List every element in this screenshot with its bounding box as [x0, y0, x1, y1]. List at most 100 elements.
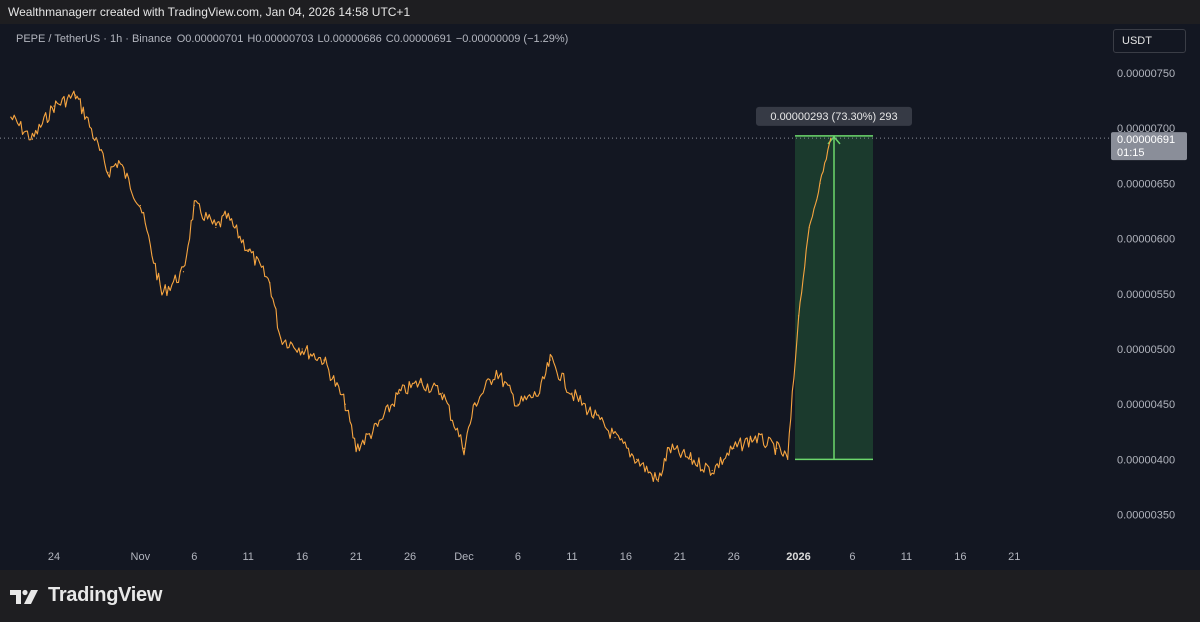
measure-label-box: [756, 106, 912, 126]
price-point: [301, 348, 303, 350]
price-point: [733, 447, 735, 449]
y-tick-label: 0.00000700: [1117, 123, 1175, 135]
price-point: [636, 458, 638, 460]
x-tick-label: 26: [404, 551, 416, 563]
legend-change: −0.00000009 (−1.29%): [456, 33, 569, 45]
x-tick-label: 11: [243, 551, 254, 563]
price-point: [549, 359, 551, 361]
y-tick-label: 0.00000450: [1117, 399, 1175, 411]
price-point: [247, 249, 249, 251]
price-point: [754, 436, 756, 438]
legend-close-label: C: [386, 33, 394, 45]
price-point: [441, 392, 444, 394]
price-point: [668, 447, 670, 449]
price-point: [193, 204, 195, 207]
x-tick-label: 11: [901, 551, 912, 563]
price-point: [830, 137, 832, 139]
price-series: [10, 90, 832, 483]
x-tick-label: 11: [566, 551, 577, 563]
price-point: [279, 337, 282, 339]
price-point: [776, 447, 778, 449]
last-price-box: [1111, 132, 1187, 161]
price-point: [398, 392, 400, 394]
bar-countdown: 01:15: [1117, 147, 1145, 159]
price-chart[interactable]: PEPE / TetherUS · 1h · Binance O0.0000070…: [0, 24, 1200, 570]
legend-high-label: H: [247, 33, 255, 45]
price-point: [85, 116, 87, 118]
legend-low-label: L: [317, 33, 323, 45]
price-line: [10, 90, 832, 483]
last-price-value: 0.00000691: [1117, 134, 1175, 146]
legend-high-value: 0.00000703: [255, 33, 313, 45]
legend-open-value: 0.00000701: [185, 33, 243, 45]
x-tick-label: 21: [350, 551, 362, 563]
y-tick-label: 0.00000500: [1117, 344, 1175, 356]
x-tick-label: 2026: [786, 551, 810, 563]
y-tick-label: 0.00000550: [1117, 289, 1175, 301]
price-point: [53, 105, 55, 107]
price-point: [10, 116, 12, 118]
price-point: [182, 271, 185, 273]
price-point: [269, 282, 271, 284]
price-point: [377, 425, 379, 427]
price-point: [118, 160, 120, 162]
price-point: [711, 469, 713, 472]
price-point: [787, 458, 789, 460]
price-scale-background: [1106, 24, 1200, 570]
legend-open-label: O: [177, 33, 186, 45]
x-tick-label: 6: [515, 551, 521, 563]
price-point: [226, 215, 228, 218]
x-tick-label: Nov: [131, 551, 151, 563]
x-tick-label: 16: [296, 551, 308, 563]
x-tick-label: 6: [191, 551, 197, 563]
x-tick-label: 21: [1008, 551, 1020, 563]
price-point: [107, 171, 109, 173]
price-point: [420, 381, 422, 383]
price-axis[interactable]: 0.00000750 0.00000700 0.00000650 0.00000600…: [1117, 68, 1175, 522]
x-tick-label: 16: [620, 551, 632, 563]
tradingview-wordmark: TradingView: [48, 584, 163, 606]
price-point: [657, 480, 659, 483]
legend-close-value: 0.00000691: [394, 33, 452, 45]
legend-low-value: 0.00000686: [324, 33, 382, 45]
legend-symbol: PEPE / TetherUS · 1h · Binance O0.0000070…: [16, 33, 568, 45]
price-point: [517, 403, 519, 405]
price-point: [215, 226, 217, 229]
price-point: [495, 370, 497, 372]
price-point: [808, 226, 810, 229]
price-point: [474, 403, 476, 405]
price-point: [74, 94, 77, 96]
measure-label: 0.00000293 (73.30%) 293: [770, 111, 897, 123]
price-point: [614, 436, 616, 438]
tradingview-logo-icon: [10, 589, 38, 604]
x-tick-label: 26: [728, 551, 740, 563]
price-point: [161, 293, 163, 295]
y-tick-label: 0.00000400: [1117, 454, 1175, 466]
x-tick-label: 24: [48, 551, 60, 563]
measure-tool[interactable]: 0.00000293 (73.30%) 293: [756, 106, 912, 461]
price-point: [819, 182, 821, 184]
price-point: [323, 359, 325, 361]
x-tick-label: 16: [954, 551, 966, 563]
price-point: [797, 315, 800, 317]
price-point: [31, 138, 34, 140]
price-point: [592, 414, 595, 416]
price-point: [538, 392, 541, 394]
price-point: [344, 403, 346, 405]
legend-symbol-text: PEPE / TetherUS · 1h · Binance: [16, 33, 172, 45]
price-point: [139, 204, 141, 207]
time-axis[interactable]: 24 Nov 6 11 16 21 26 Dec 6 11 16 21 26 2026 6 11 16 21: [48, 551, 1021, 563]
currency-button[interactable]: USDT: [1113, 29, 1186, 53]
price-point: [355, 447, 357, 449]
x-tick-label: Dec: [454, 551, 474, 563]
price-point: [690, 458, 692, 460]
credit-line: Wealthmanagerr created with TradingView.…: [8, 5, 411, 19]
x-tick-label: 6: [849, 551, 855, 563]
x-tick-label: 21: [674, 551, 686, 563]
y-tick-label: 0.00000750: [1117, 68, 1175, 80]
price-point: [571, 392, 573, 394]
y-tick-label: 0.00000350: [1117, 510, 1175, 522]
y-tick-label: 0.00000600: [1117, 234, 1175, 246]
chart-background: [0, 24, 1200, 570]
